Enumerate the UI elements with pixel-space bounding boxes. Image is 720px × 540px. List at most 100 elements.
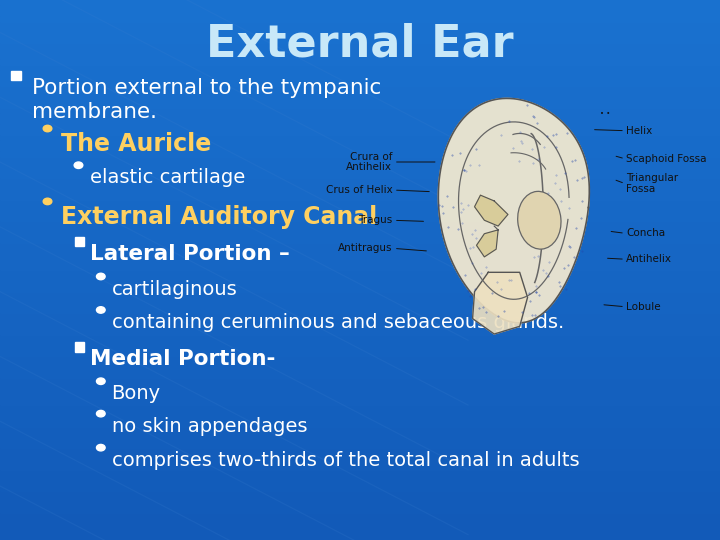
Bar xyxy=(0,210,720,216)
Bar xyxy=(0,86,720,92)
Bar xyxy=(0,5,720,11)
Bar xyxy=(0,269,720,275)
Text: Medial Portion-: Medial Portion- xyxy=(90,349,275,369)
Bar xyxy=(0,372,720,378)
Bar xyxy=(0,199,720,205)
Text: Crus of Helix: Crus of Helix xyxy=(325,185,392,195)
Bar xyxy=(0,253,720,259)
Bar xyxy=(0,280,720,286)
Bar xyxy=(75,237,84,246)
Text: External Ear: External Ear xyxy=(206,23,514,66)
Bar xyxy=(0,275,720,281)
Circle shape xyxy=(96,273,105,280)
Bar xyxy=(0,91,720,97)
Bar xyxy=(0,156,720,162)
Circle shape xyxy=(96,307,105,313)
Bar xyxy=(0,118,720,124)
Bar xyxy=(0,286,720,292)
Bar xyxy=(0,26,720,32)
Bar xyxy=(0,367,720,373)
Bar xyxy=(0,318,720,324)
Bar xyxy=(0,21,720,27)
Text: Crura of
Antihelix: Crura of Antihelix xyxy=(346,152,392,172)
Bar xyxy=(0,43,720,49)
Bar xyxy=(0,113,720,119)
Bar xyxy=(0,313,720,319)
Text: comprises two-thirds of the total canal in adults: comprises two-thirds of the total canal … xyxy=(112,451,579,470)
Bar xyxy=(0,107,720,113)
Bar xyxy=(0,48,720,54)
Bar xyxy=(0,485,720,491)
Bar xyxy=(0,329,720,335)
Bar xyxy=(0,453,720,459)
Bar xyxy=(0,64,720,70)
Bar xyxy=(0,215,720,221)
Bar xyxy=(0,242,720,248)
Bar xyxy=(0,377,720,383)
Bar xyxy=(0,415,720,421)
Bar xyxy=(12,71,20,80)
Circle shape xyxy=(96,444,105,451)
Bar xyxy=(0,507,720,513)
Bar xyxy=(0,394,720,400)
Text: Portion external to the tympanic
membrane.: Portion external to the tympanic membran… xyxy=(32,78,382,122)
Bar xyxy=(0,431,720,437)
Bar xyxy=(0,302,720,308)
Bar xyxy=(0,399,720,405)
Bar xyxy=(0,356,720,362)
Circle shape xyxy=(43,198,52,205)
Bar xyxy=(0,388,720,394)
Bar xyxy=(0,151,720,157)
Bar xyxy=(0,237,720,243)
Bar xyxy=(0,340,720,346)
Text: The Auricle: The Auricle xyxy=(61,132,212,156)
Bar xyxy=(0,458,720,464)
Bar xyxy=(0,183,720,189)
Text: External Auditory Canal: External Auditory Canal xyxy=(61,205,377,229)
Bar xyxy=(0,53,720,59)
Bar xyxy=(0,259,720,265)
Bar xyxy=(0,37,720,43)
Bar xyxy=(0,59,720,65)
Circle shape xyxy=(96,410,105,417)
Bar xyxy=(0,134,720,140)
Bar xyxy=(0,102,720,108)
Text: no skin appendages: no skin appendages xyxy=(112,417,307,436)
Text: elastic cartilage: elastic cartilage xyxy=(90,168,246,187)
Bar xyxy=(0,248,720,254)
Bar xyxy=(0,475,720,481)
Bar xyxy=(0,291,720,297)
Bar xyxy=(0,421,720,427)
Bar xyxy=(0,75,720,81)
Text: Scaphoid Fossa: Scaphoid Fossa xyxy=(626,154,707,164)
Bar xyxy=(0,491,720,497)
Bar xyxy=(0,480,720,486)
Bar xyxy=(0,496,720,502)
Bar xyxy=(0,448,720,454)
Bar xyxy=(0,178,720,184)
Bar xyxy=(0,410,720,416)
Bar xyxy=(0,80,720,86)
Bar xyxy=(0,10,720,16)
Text: cartilaginous: cartilaginous xyxy=(112,280,238,299)
Text: Tragus: Tragus xyxy=(358,215,392,225)
Bar xyxy=(0,469,720,475)
Bar xyxy=(0,188,720,194)
Bar xyxy=(0,323,720,329)
Bar xyxy=(0,97,720,103)
Bar xyxy=(0,205,720,211)
Bar xyxy=(0,307,720,313)
Bar xyxy=(0,334,720,340)
Circle shape xyxy=(96,378,105,384)
Bar xyxy=(0,16,720,22)
Bar xyxy=(0,529,720,535)
Bar xyxy=(0,437,720,443)
Bar xyxy=(0,226,720,232)
Circle shape xyxy=(43,125,52,132)
Bar xyxy=(0,172,720,178)
Text: Bony: Bony xyxy=(112,384,161,403)
Polygon shape xyxy=(472,272,528,334)
Text: • •: • • xyxy=(600,111,610,117)
Bar xyxy=(0,264,720,270)
Bar xyxy=(0,32,720,38)
